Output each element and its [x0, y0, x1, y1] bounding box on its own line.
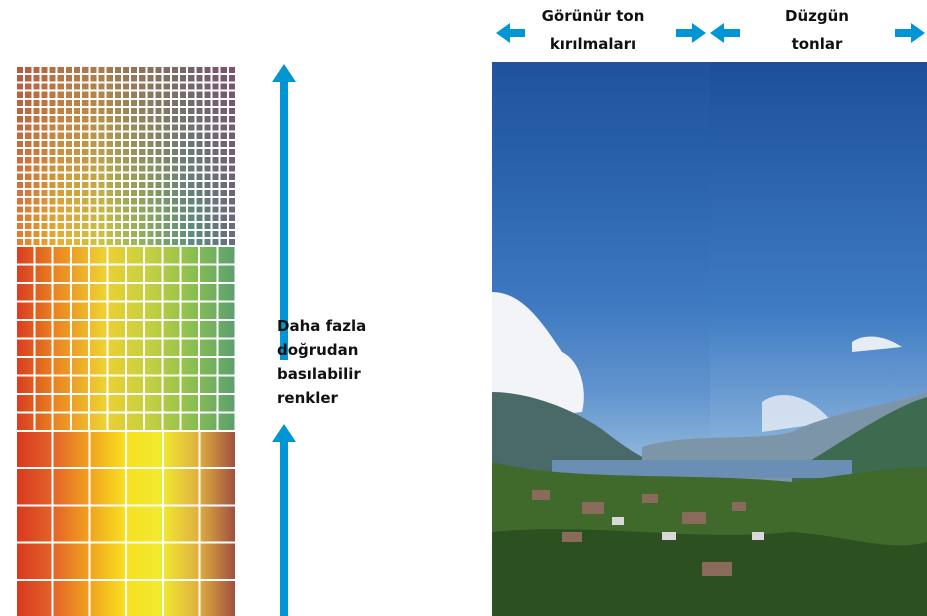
page: Daha fazla doğrudan basılabilir renkler …	[0, 0, 927, 616]
label-line: Düzgün	[767, 2, 867, 30]
arrow-left	[496, 23, 525, 43]
label-line: tonlar	[767, 30, 867, 58]
banding-label: Görünür ton kırılmaları	[533, 2, 653, 58]
label-line: Görünür ton	[533, 2, 653, 30]
arrow-up	[272, 424, 296, 616]
arrow-left	[710, 23, 740, 43]
arrow-right	[895, 23, 925, 43]
side-label-line: Daha fazla	[277, 314, 366, 338]
label-line: kırılmaları	[533, 30, 653, 58]
color-grid-medium	[15, 245, 235, 430]
side-label-line: renkler	[277, 386, 366, 410]
arrow-right	[676, 23, 706, 43]
side-label-line: basılabilir	[277, 362, 366, 386]
color-grid-coarse	[15, 430, 235, 616]
photo	[492, 62, 927, 616]
side-label: Daha fazla doğrudan basılabilir renkler	[277, 314, 366, 410]
side-label-line: doğrudan	[277, 338, 366, 362]
smooth-label: Düzgün tonlar	[767, 2, 867, 58]
color-grid-fine	[15, 65, 235, 245]
